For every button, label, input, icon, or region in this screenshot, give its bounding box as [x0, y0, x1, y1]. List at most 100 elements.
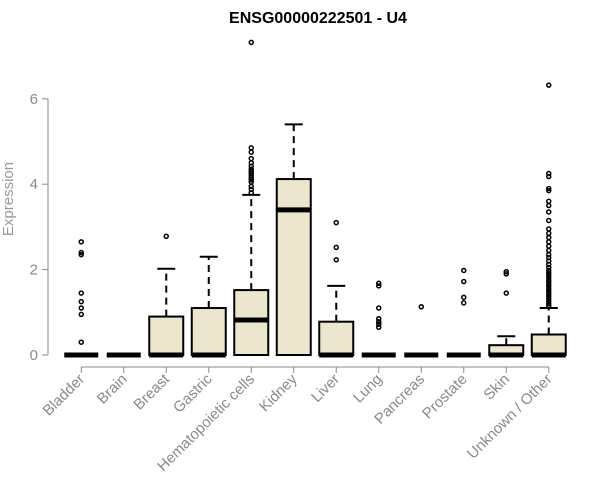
x-tick-label: Lung	[350, 371, 386, 407]
outlier-point	[376, 321, 382, 328]
x-tick-label: Prostate	[419, 371, 471, 423]
box-body	[275, 178, 312, 356]
outlier-point	[461, 278, 467, 285]
outlier-point	[546, 290, 552, 297]
outlier-point	[163, 233, 169, 240]
x-tick-label: Breast	[130, 370, 173, 413]
box-lung	[361, 280, 396, 358]
outlier-point	[461, 300, 467, 306]
outlier-point	[78, 239, 84, 245]
outlier-point	[546, 202, 552, 209]
x-tick-label: Skin	[480, 371, 513, 404]
outlier-point	[376, 318, 382, 325]
x-tick-label: Brain	[94, 371, 131, 408]
outlier-point	[461, 267, 467, 274]
box-body	[318, 320, 355, 356]
outlier-point	[546, 285, 552, 292]
outlier-point	[546, 288, 552, 294]
outlier-point	[546, 272, 552, 279]
outlier-point	[333, 257, 339, 263]
x-tick-label: Bladder	[39, 371, 88, 420]
outlier-point	[78, 339, 84, 345]
y-tick-label: 6	[30, 91, 38, 108]
outlier-point	[546, 234, 552, 241]
outlier-point	[546, 82, 552, 88]
outlier-point	[78, 305, 84, 311]
box-body	[190, 307, 227, 356]
outlier-point	[376, 280, 382, 287]
box-unknown-other	[530, 82, 567, 358]
box-prostate	[446, 267, 481, 358]
box-breast	[148, 233, 185, 358]
outlier-point	[248, 183, 254, 190]
outlier-point	[461, 294, 467, 301]
outlier-point	[546, 270, 552, 276]
outlier-point	[78, 249, 84, 256]
outlier-point	[78, 311, 84, 318]
outlier-point	[248, 163, 254, 170]
x-tick-label: Liver	[308, 371, 343, 406]
outlier-point	[546, 280, 552, 287]
outlier-point	[546, 303, 552, 309]
box-body	[148, 315, 185, 357]
outlier-point	[546, 251, 552, 258]
outlier-point	[546, 301, 552, 307]
y-axis: 0 2 4 6	[30, 91, 49, 364]
box-liver	[318, 219, 355, 358]
outlier-point	[546, 247, 552, 254]
y-tick-label: 2	[30, 262, 38, 279]
outlier-point	[546, 226, 552, 232]
outlier-point	[78, 251, 84, 258]
outlier-point	[546, 277, 552, 284]
outlier-point	[376, 283, 382, 289]
box-bladder	[64, 239, 99, 358]
box-body	[530, 333, 567, 356]
outlier-point	[546, 217, 552, 224]
outlier-point	[78, 298, 84, 305]
outlier-point	[546, 283, 552, 289]
y-axis-label: Expression	[0, 162, 17, 236]
outlier-point	[546, 173, 552, 180]
outlier-point	[503, 290, 509, 296]
y-tick-label: 0	[30, 347, 38, 364]
outlier-point	[376, 315, 382, 322]
boxes-layer	[64, 39, 567, 358]
outlier-point	[546, 264, 552, 271]
box-gastric	[190, 255, 227, 358]
outlier-point	[546, 187, 552, 194]
outlier-point	[546, 261, 552, 268]
box-hematopoietic-cells	[233, 39, 270, 357]
outlier-point	[248, 145, 254, 151]
box-skin	[488, 268, 525, 358]
outlier-point	[546, 185, 552, 192]
outlier-point	[546, 209, 552, 215]
outlier-point	[546, 170, 552, 177]
outlier-point	[418, 303, 424, 310]
outlier-point	[546, 295, 552, 302]
outlier-point	[376, 305, 382, 311]
outlier-point	[78, 290, 84, 296]
x-tick-label: Kidney	[256, 370, 301, 415]
y-tick-label: 4	[30, 176, 38, 193]
outlier-point	[333, 244, 339, 251]
outlier-point	[546, 198, 552, 205]
outlier-point	[248, 155, 254, 162]
box-body	[233, 289, 270, 357]
outlier-point	[248, 149, 254, 155]
outlier-point	[546, 267, 552, 274]
box-kidney	[275, 123, 312, 356]
outlier-point	[546, 293, 552, 299]
outlier-point	[546, 230, 552, 237]
outlier-point	[546, 239, 552, 245]
outlier-point	[248, 39, 254, 46]
outlier-point	[503, 268, 509, 275]
chart-title: ENSG00000222501 - U4	[229, 10, 407, 27]
outlier-point	[503, 271, 509, 277]
outlier-point	[248, 177, 254, 183]
box-pancreas	[404, 303, 439, 358]
outlier-point	[248, 189, 254, 196]
outlier-point	[333, 219, 339, 226]
outlier-point	[546, 275, 552, 281]
